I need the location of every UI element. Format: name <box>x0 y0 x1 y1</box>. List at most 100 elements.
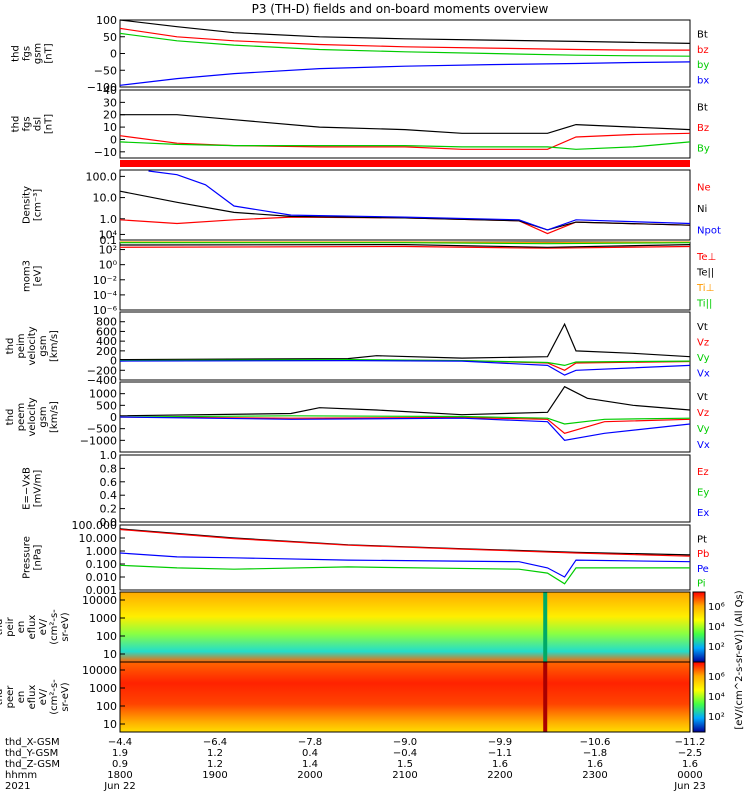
xaxis-tick-value: 1800 <box>107 770 132 781</box>
legend-Vz: Vz <box>697 337 709 348</box>
y-tick-label: −400 <box>87 374 117 387</box>
y-tick-label: −10 <box>94 146 117 159</box>
y-tick-label: 0.1 <box>100 234 118 247</box>
series-line-Te⊥ <box>119 245 691 249</box>
xaxis-tick-value: −10.6 <box>580 737 611 748</box>
series-line-Bt <box>120 114 691 134</box>
legend-Vz: Vz <box>697 408 709 419</box>
xaxis-tick-value: 1.2 <box>207 748 223 759</box>
y-tick-label: 0.001 <box>86 584 118 597</box>
y-tick-label: 10000 <box>82 594 117 607</box>
legend-by: by <box>697 60 709 71</box>
colorbar-tick: 10⁴ <box>708 692 725 703</box>
xaxis-tick-value: 1.6 <box>682 759 698 770</box>
y-tick-label: 20 <box>103 109 117 122</box>
xaxis-tick-value: −9.9 <box>488 737 512 748</box>
xaxis-tick-value: 1.9 <box>112 748 128 759</box>
legend-Te⊥: Te⊥ <box>696 252 716 263</box>
xaxis-tick-value: −1.1 <box>488 748 512 759</box>
panel-frame <box>119 524 691 591</box>
y-tick-label: 500 <box>96 399 117 412</box>
y-tick-label: 1.0 <box>100 213 118 226</box>
legend-Npot: Npot <box>697 225 721 236</box>
panel-frame <box>119 661 691 733</box>
series-line-Vt <box>119 322 691 361</box>
xaxis-tick-value: 0.4 <box>302 748 318 759</box>
y-axis-label: thdfgsdsl[nT] <box>11 114 55 134</box>
legend-Te||: Te|| <box>696 267 714 278</box>
heatmap-fill <box>120 592 690 662</box>
series-line-Pt <box>119 528 691 556</box>
y-tick-label: 0 <box>110 133 117 146</box>
series-line-by <box>119 32 691 57</box>
xaxis-tick-value: 2300 <box>582 770 607 781</box>
heatmap-fill <box>120 662 690 732</box>
legend-Pb: Pb <box>697 549 709 560</box>
legend-Pe: Pe <box>697 564 709 575</box>
y-tick-label: −1000 <box>80 434 117 447</box>
y-tick-label: 600 <box>96 325 117 338</box>
y-tick-label: 0 <box>110 48 117 61</box>
y-tick-label: 400 <box>96 335 117 348</box>
y-tick-label: 0.4 <box>100 489 118 502</box>
y-tick-label: 30 <box>103 96 117 109</box>
y-tick-label: 0 <box>110 411 117 424</box>
xaxis-row-label: thd_X-GSM <box>5 737 60 748</box>
colorbar-tick: 10² <box>708 712 725 723</box>
series-line-Ti⊥ <box>120 241 691 244</box>
legend-Vx: Vx <box>697 368 710 379</box>
series-line-Pb <box>119 528 691 557</box>
series-line-Te|| <box>119 243 691 248</box>
colorbar <box>692 661 706 733</box>
panel-fgs_gsm: 100 50 0 −50 −100 thdfgsgsm[nT] Bt bz by bx <box>11 14 710 94</box>
y-tick-label: 10⁻⁶ <box>93 304 118 317</box>
y-tick-label: 100 <box>96 14 117 27</box>
panel-efield: 1.00.80.60.40.20.0 E=−VxB[mV/m] Ez Ey Ex <box>22 449 710 529</box>
y-tick-label: 10⁻⁴ <box>93 289 118 302</box>
colorbar <box>692 591 706 663</box>
y-tick-label: 0.0 <box>100 516 118 529</box>
y-tick-label: 100 <box>96 630 117 643</box>
y-axis-label: thdpeerenefluxeV/(cm²-s-sr-eV) <box>0 679 71 715</box>
legend-Ex: Ex <box>697 508 709 519</box>
y-tick-label: 1000 <box>89 612 117 625</box>
y-axis-label: mom3[eV] <box>22 260 44 292</box>
legend-Ne: Ne <box>697 183 711 194</box>
y-tick-label: 1.0 <box>100 449 118 462</box>
y-axis-label: thdpeimvelocitygsm[km/s] <box>5 326 60 365</box>
series-line-By <box>119 141 691 150</box>
legend-Vy: Vy <box>697 424 710 435</box>
legend-Ey: Ey <box>697 488 709 499</box>
y-tick-label: 0.100 <box>86 558 118 571</box>
series-line-Vx <box>119 360 691 376</box>
legend-Bt: Bt <box>697 30 708 41</box>
y-tick-label: 0.8 <box>100 462 118 475</box>
panel-peir: 10000 1000 100 10 thdpeirenefluxeV/(cm²-s-sr… <box>0 591 725 663</box>
series-line-Pi <box>119 564 690 585</box>
legend-Pt: Pt <box>697 534 707 545</box>
series-line-Bt <box>119 19 691 44</box>
y-tick-label: 100 <box>96 700 117 713</box>
y-tick-label: −500 <box>87 423 117 436</box>
y-tick-label: 10.0 <box>93 192 118 205</box>
xaxis-tick-value: −1.8 <box>583 748 607 759</box>
xaxis-tick-value: 2000 <box>297 770 322 781</box>
panel-frame <box>119 311 691 381</box>
xaxis-tick-value: 1.2 <box>207 759 223 770</box>
panel-frame <box>119 241 691 311</box>
y-tick-label: 0.2 <box>100 503 118 516</box>
y-tick-label: 10⁻² <box>93 274 117 287</box>
y-tick-label: 10 <box>103 121 117 134</box>
y-tick-label: −100 <box>87 81 117 94</box>
legend-bz: bz <box>697 45 709 56</box>
xaxis-row-label: 2021 <box>5 781 30 792</box>
y-tick-label: −200 <box>87 364 117 377</box>
flag-bar <box>120 160 690 167</box>
colorbar-tick: 10⁶ <box>708 602 725 613</box>
colorbar-tick: 10⁴ <box>708 622 725 633</box>
xaxis-tick-value: 2200 <box>487 770 512 781</box>
series-line-Ni <box>119 190 691 231</box>
chart-title: P3 (TH-D) fields and on-board moments ov… <box>252 2 549 16</box>
